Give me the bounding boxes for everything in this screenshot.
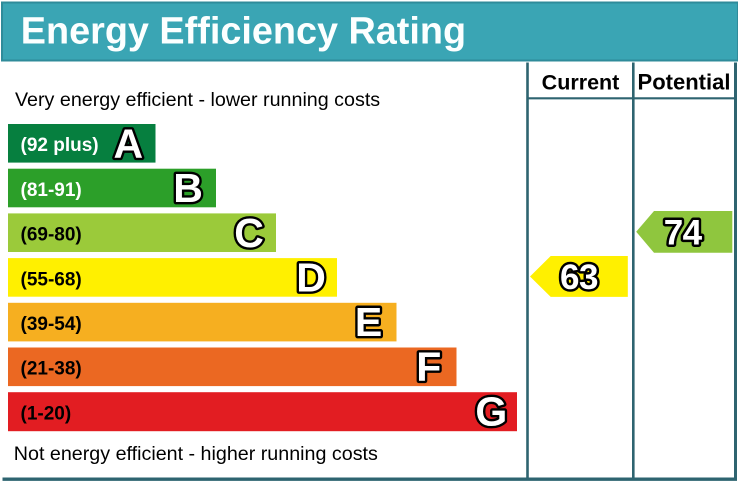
svg-text:63: 63: [560, 258, 598, 297]
svg-text:(81-91): (81-91): [21, 180, 82, 201]
svg-text:(55-68): (55-68): [21, 269, 82, 290]
svg-text:F: F: [416, 344, 441, 390]
svg-text:74: 74: [664, 214, 703, 253]
svg-text:G: G: [475, 389, 507, 435]
svg-text:B: B: [173, 165, 203, 211]
svg-text:D: D: [296, 255, 326, 301]
svg-text:E: E: [355, 299, 382, 345]
svg-text:(92 plus): (92 plus): [21, 135, 99, 156]
svg-text:Not energy efficient - higher: Not energy efficient - higher running co…: [14, 443, 378, 465]
svg-text:(69-80): (69-80): [21, 225, 82, 246]
svg-text:C: C: [234, 210, 264, 256]
svg-text:Very energy efficient - lower: Very energy efficient - lower running co…: [15, 89, 380, 111]
svg-text:(39-54): (39-54): [21, 314, 82, 335]
svg-text:Energy Efficiency Rating: Energy Efficiency Rating: [21, 11, 466, 53]
svg-text:Potential: Potential: [638, 69, 731, 94]
svg-text:Current: Current: [542, 70, 620, 94]
svg-text:A: A: [113, 120, 143, 166]
svg-text:(1-20): (1-20): [21, 403, 72, 424]
svg-text:(21-38): (21-38): [21, 359, 82, 380]
